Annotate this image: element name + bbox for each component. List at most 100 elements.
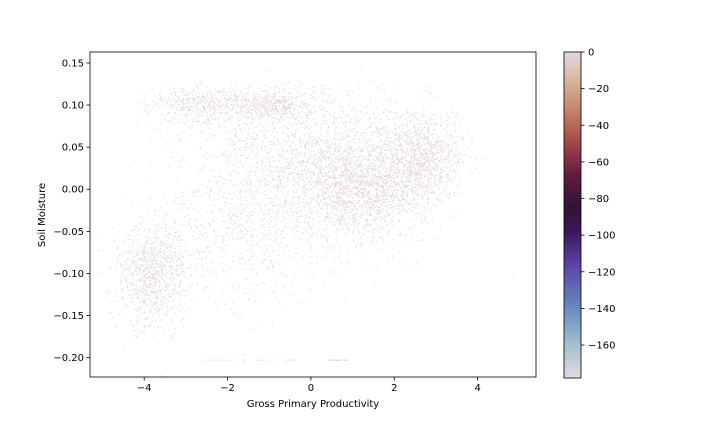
scatter-point xyxy=(210,108,213,110)
scatter-point xyxy=(258,102,260,104)
scatter-point xyxy=(149,256,151,258)
scatter-point xyxy=(341,218,343,220)
scatter-point xyxy=(361,243,363,246)
scatter-point xyxy=(129,251,132,254)
scatter-point xyxy=(424,163,426,165)
scatter-point xyxy=(174,94,176,96)
scatter-point xyxy=(205,121,207,123)
scatter-point xyxy=(406,124,408,126)
scatter-point xyxy=(338,177,340,179)
scatter-point xyxy=(283,108,285,110)
scatter-point xyxy=(368,174,370,176)
scatter-point xyxy=(127,266,130,268)
scatter-point xyxy=(406,168,408,171)
scatter-point xyxy=(280,121,282,123)
scatter-point xyxy=(264,136,266,138)
scatter-point xyxy=(269,87,272,89)
scatter-point xyxy=(397,189,399,191)
scatter-point xyxy=(297,119,299,122)
scatter-point xyxy=(425,184,427,186)
scatter-point xyxy=(170,244,172,246)
scatter-point xyxy=(129,320,131,322)
scatter-point xyxy=(345,161,347,163)
scatter-point xyxy=(398,170,401,172)
scatter-point xyxy=(162,262,164,264)
scatter-point xyxy=(294,117,296,119)
scatter-point xyxy=(165,269,168,271)
scatter-point xyxy=(415,158,417,160)
scatter-point xyxy=(399,232,401,235)
scatter-point xyxy=(148,104,150,106)
scatter-point xyxy=(173,337,175,340)
scatter-point xyxy=(347,94,349,96)
scatter-point xyxy=(115,325,117,327)
scatter-point xyxy=(290,133,293,135)
scatter-point xyxy=(386,178,388,180)
scatter-point xyxy=(312,86,314,88)
scatter-point xyxy=(264,109,266,111)
scatter-point xyxy=(423,156,425,159)
scatter-point xyxy=(339,183,341,185)
scatter-point xyxy=(337,181,339,183)
scatter-point xyxy=(258,114,260,117)
scatter-point xyxy=(136,250,138,252)
scatter-point xyxy=(331,160,333,163)
scatter-point xyxy=(387,134,389,136)
scatter-point xyxy=(426,90,428,93)
scatter-point xyxy=(293,149,295,151)
scatter-point xyxy=(415,179,417,181)
scatter-point xyxy=(452,111,454,114)
scatter-point xyxy=(174,251,176,253)
scatter-point xyxy=(287,105,289,107)
scatter-point xyxy=(327,186,329,189)
scatter-point xyxy=(380,149,382,151)
scatter-point xyxy=(152,219,154,222)
scatter-point xyxy=(457,157,459,160)
scatter-point xyxy=(440,146,442,148)
scatter-point xyxy=(289,110,291,112)
scatter-point xyxy=(419,156,422,158)
scatter-point xyxy=(410,146,412,148)
scatter-point xyxy=(134,292,137,294)
scatter-point xyxy=(131,276,133,278)
scatter-point xyxy=(332,166,334,169)
scatter-point xyxy=(425,169,427,171)
scatter-point xyxy=(330,154,332,156)
scatter-point xyxy=(381,160,383,162)
scatter-point xyxy=(374,160,376,162)
scatter-point xyxy=(265,113,267,115)
scatter-point xyxy=(141,258,143,260)
scatter-point xyxy=(385,173,387,175)
scatter-point xyxy=(345,195,347,197)
scatter-point xyxy=(357,187,359,190)
scatter-point xyxy=(374,201,376,203)
scatter-point xyxy=(292,103,294,106)
scatter-point xyxy=(283,105,286,107)
scatter-point xyxy=(334,129,337,132)
scatter-point xyxy=(169,104,172,107)
scatter-point xyxy=(413,125,415,128)
scatter-point xyxy=(160,270,163,272)
scatter-point xyxy=(396,153,399,155)
scatter-point xyxy=(122,272,124,274)
scatter-point xyxy=(199,195,201,197)
scatter-point xyxy=(361,193,363,195)
scatter-point xyxy=(242,98,245,100)
scatter-point xyxy=(375,173,377,175)
scatter-point xyxy=(156,266,158,268)
scatter-point xyxy=(362,179,365,182)
scatter-point xyxy=(143,248,145,250)
scatter-point xyxy=(141,111,143,113)
scatter-point xyxy=(374,163,376,165)
scatter-point xyxy=(435,174,437,177)
scatter-point xyxy=(368,140,370,142)
scatter-point xyxy=(208,181,211,183)
scatter-point xyxy=(360,188,362,190)
scatter-point xyxy=(168,283,171,285)
scatter-point xyxy=(176,255,179,257)
scatter-point xyxy=(141,265,143,267)
scatter-point xyxy=(361,159,363,162)
scatter-point xyxy=(400,180,402,182)
scatter-point xyxy=(161,227,163,229)
scatter-point xyxy=(421,158,423,160)
